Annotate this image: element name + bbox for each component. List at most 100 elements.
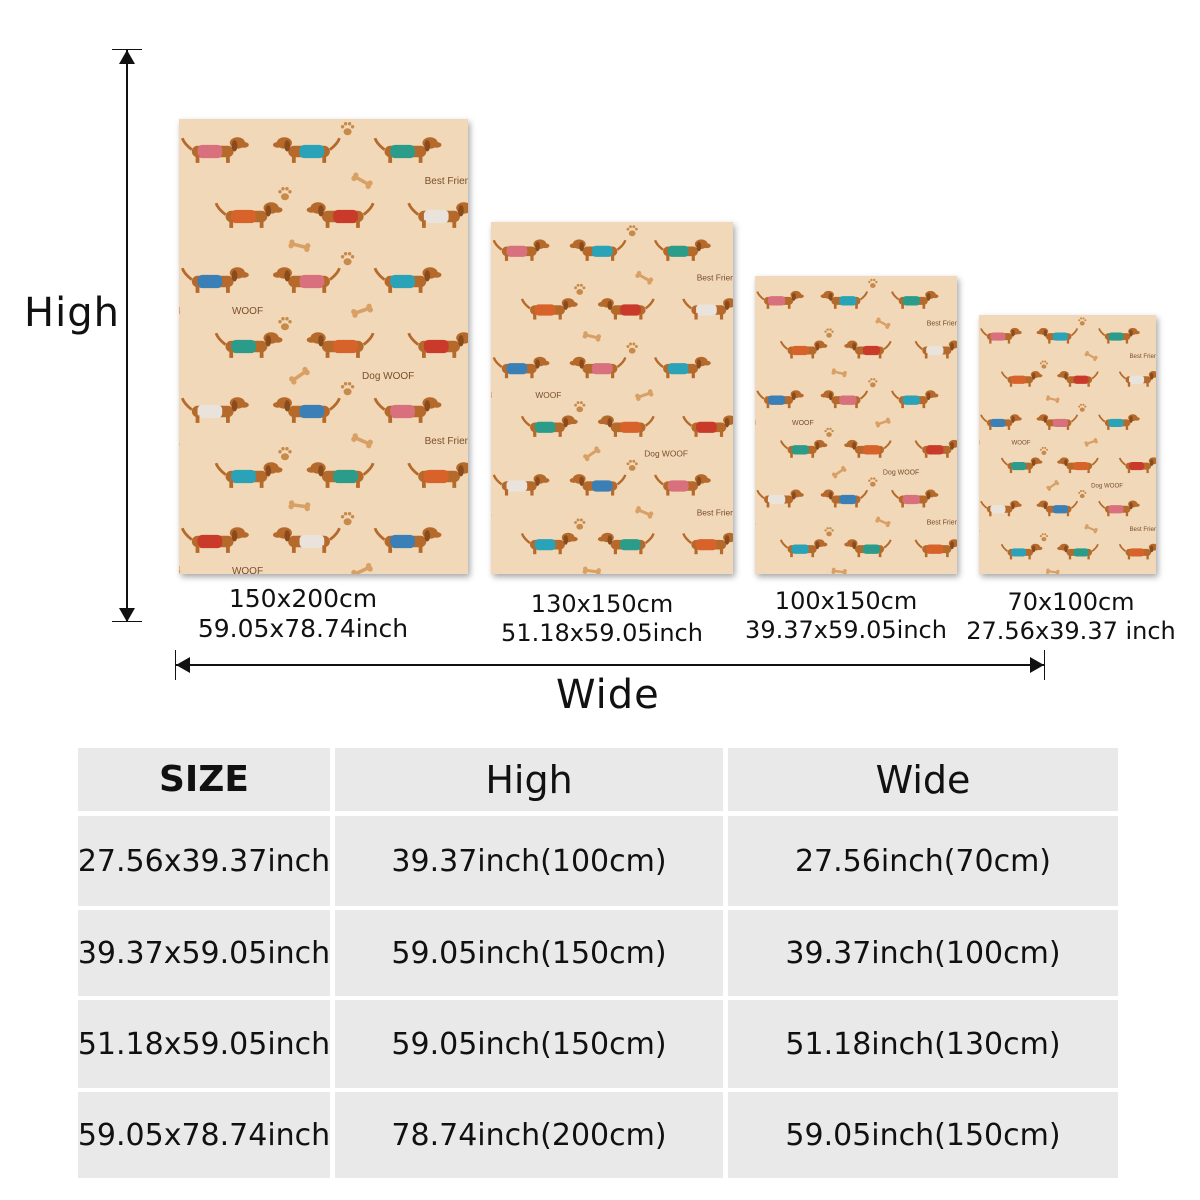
dachshund-icon: [407, 462, 468, 488]
dachshund-icon: [1000, 543, 1043, 560]
dachshund-icon: [1118, 543, 1156, 560]
dachshund-icon: [306, 202, 375, 228]
dachshund-icon: [844, 439, 892, 458]
paw-print-icon: [824, 427, 834, 437]
dachshund-icon: [272, 397, 341, 423]
size-label-130x150: 130x150cm 51.18x59.05inch: [492, 590, 712, 648]
dachshund-pattern: Best Friend WOOF Dog WOOF Best Friend: [755, 276, 957, 574]
paw-print-icon: [340, 512, 355, 526]
pattern-word: Best Friend: [927, 519, 957, 526]
table-cell-high: 59.05inch(150cm): [335, 910, 723, 996]
dachshund-icon: [1057, 371, 1099, 387]
paw-print-icon: [340, 122, 355, 136]
dachshund-icon: [1098, 500, 1140, 517]
paw-print-icon: [574, 401, 586, 413]
blanket-70x100: Best Friend WOOF Dog WOOF Best Friend: [979, 315, 1156, 574]
bone-icon: [583, 446, 601, 462]
dachshund-icon: [1000, 371, 1043, 387]
bone-icon: [351, 562, 373, 574]
dachshund-icon: [520, 415, 578, 437]
dachshund-icon: [682, 298, 733, 320]
table-cell-high: 78.74inch(200cm): [335, 1092, 723, 1178]
blanket-100x150: Best Friend WOOF Dog WOOF Best Friend: [755, 276, 957, 574]
dachshund-icon: [891, 390, 939, 409]
dachshund-pattern: Best Friend WOOF Dog WOOF Best Friend: [491, 222, 733, 574]
dachshund-icon: [569, 356, 627, 379]
bone-icon: [351, 433, 373, 449]
dachshund-icon: [779, 439, 828, 458]
dachshund-icon: [820, 390, 869, 409]
dachshund-icon: [272, 267, 341, 293]
pattern-word: WOOF: [232, 566, 263, 574]
dachshund-icon: [914, 539, 957, 558]
bone-icon: [1046, 395, 1060, 404]
table-header-high: High: [335, 748, 723, 811]
dachshund-icon: [1098, 327, 1140, 344]
size-cm: 150x200cm: [228, 584, 378, 613]
dachshund-icon: [306, 332, 375, 358]
dachshund-icon: [373, 267, 442, 293]
dachshund-icon: [407, 332, 468, 358]
table-cell-wide: 59.05inch(150cm): [728, 1092, 1118, 1178]
paw-print-icon: [824, 328, 834, 338]
paw-print-icon: [868, 477, 878, 487]
bone-icon: [875, 317, 891, 329]
arrow-up-icon: [119, 50, 135, 64]
width-dimension-cap-right: [1044, 650, 1045, 680]
table-cell-size: 51.18x59.05inch: [78, 1000, 330, 1088]
table-cell-wide: 27.56inch(70cm): [728, 816, 1118, 906]
paw-print-icon: [574, 518, 586, 530]
dachshund-icon: [520, 532, 578, 555]
bone-icon: [831, 368, 847, 378]
dachshund-icon: [597, 298, 655, 320]
paw-print-icon: [1078, 490, 1087, 499]
paw-print-icon: [868, 278, 878, 288]
bone-icon: [1046, 480, 1060, 491]
bone-icon: [351, 172, 373, 189]
dachshund-icon: [756, 489, 804, 508]
dachshund-icon: [891, 489, 939, 508]
bone-icon: [831, 466, 847, 479]
dachshund-icon: [180, 527, 249, 553]
blanket-130x150: Best Friend WOOF Dog WOOF Best Friend: [491, 222, 733, 574]
dachshund-icon: [980, 327, 1022, 344]
table-cell-size: 27.56x39.37inch: [78, 816, 330, 906]
pattern-word: WOOF: [1011, 440, 1030, 447]
dachshund-icon: [844, 340, 892, 359]
dachshund-pattern: Best Friend WOOF Dog WOOF Best Friend WOOF: [179, 119, 468, 574]
size-cm: 130x150cm: [530, 590, 674, 618]
dachshund-icon: [214, 332, 283, 358]
dachshund-icon: [373, 527, 442, 553]
pattern-word: Best Friend: [697, 507, 733, 517]
paw-print-icon: [626, 225, 638, 237]
bone-icon: [1084, 438, 1098, 447]
dachshund-icon: [520, 298, 578, 320]
dachshund-icon: [756, 390, 804, 409]
dachshund-icon: [1118, 457, 1156, 474]
bone-icon: [875, 417, 891, 428]
bone-icon: [831, 567, 847, 574]
dachshund-icon: [214, 462, 283, 488]
dachshund-icon: [891, 290, 939, 309]
size-label-70x100: 70x100cm 27.56x39.37 inch: [966, 588, 1176, 646]
dachshund-icon: [682, 415, 733, 437]
size-label-100x150: 100x150cm 39.37x59.05inch: [740, 587, 952, 645]
paw-print-icon: [574, 283, 586, 295]
pattern-word: Best Friend: [425, 436, 468, 447]
table-header-wide: Wide: [728, 748, 1118, 811]
dachshund-icon: [272, 137, 341, 163]
dachshund-icon: [1036, 414, 1079, 430]
dachshund-icon: [306, 462, 375, 488]
dachshund-icon: [407, 202, 468, 228]
arrow-left-icon: [176, 657, 190, 673]
dachshund-icon: [653, 356, 711, 379]
blanket-150x200: Best Friend WOOF Dog WOOF Best Friend WOOF: [179, 119, 468, 574]
bone-icon: [635, 389, 654, 401]
bone-icon: [635, 270, 654, 285]
pattern-word: Dog WOOF: [883, 470, 919, 477]
height-label: High: [24, 290, 120, 336]
width-dimension-line: [176, 664, 1044, 666]
size-cm: 100x150cm: [774, 587, 918, 615]
width-dimension-cap-left: [175, 650, 176, 680]
dachshund-icon: [180, 267, 249, 293]
